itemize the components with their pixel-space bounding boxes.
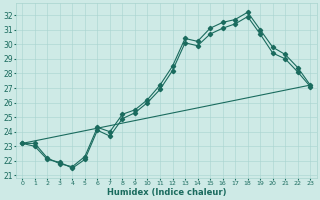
X-axis label: Humidex (Indice chaleur): Humidex (Indice chaleur): [107, 188, 226, 197]
